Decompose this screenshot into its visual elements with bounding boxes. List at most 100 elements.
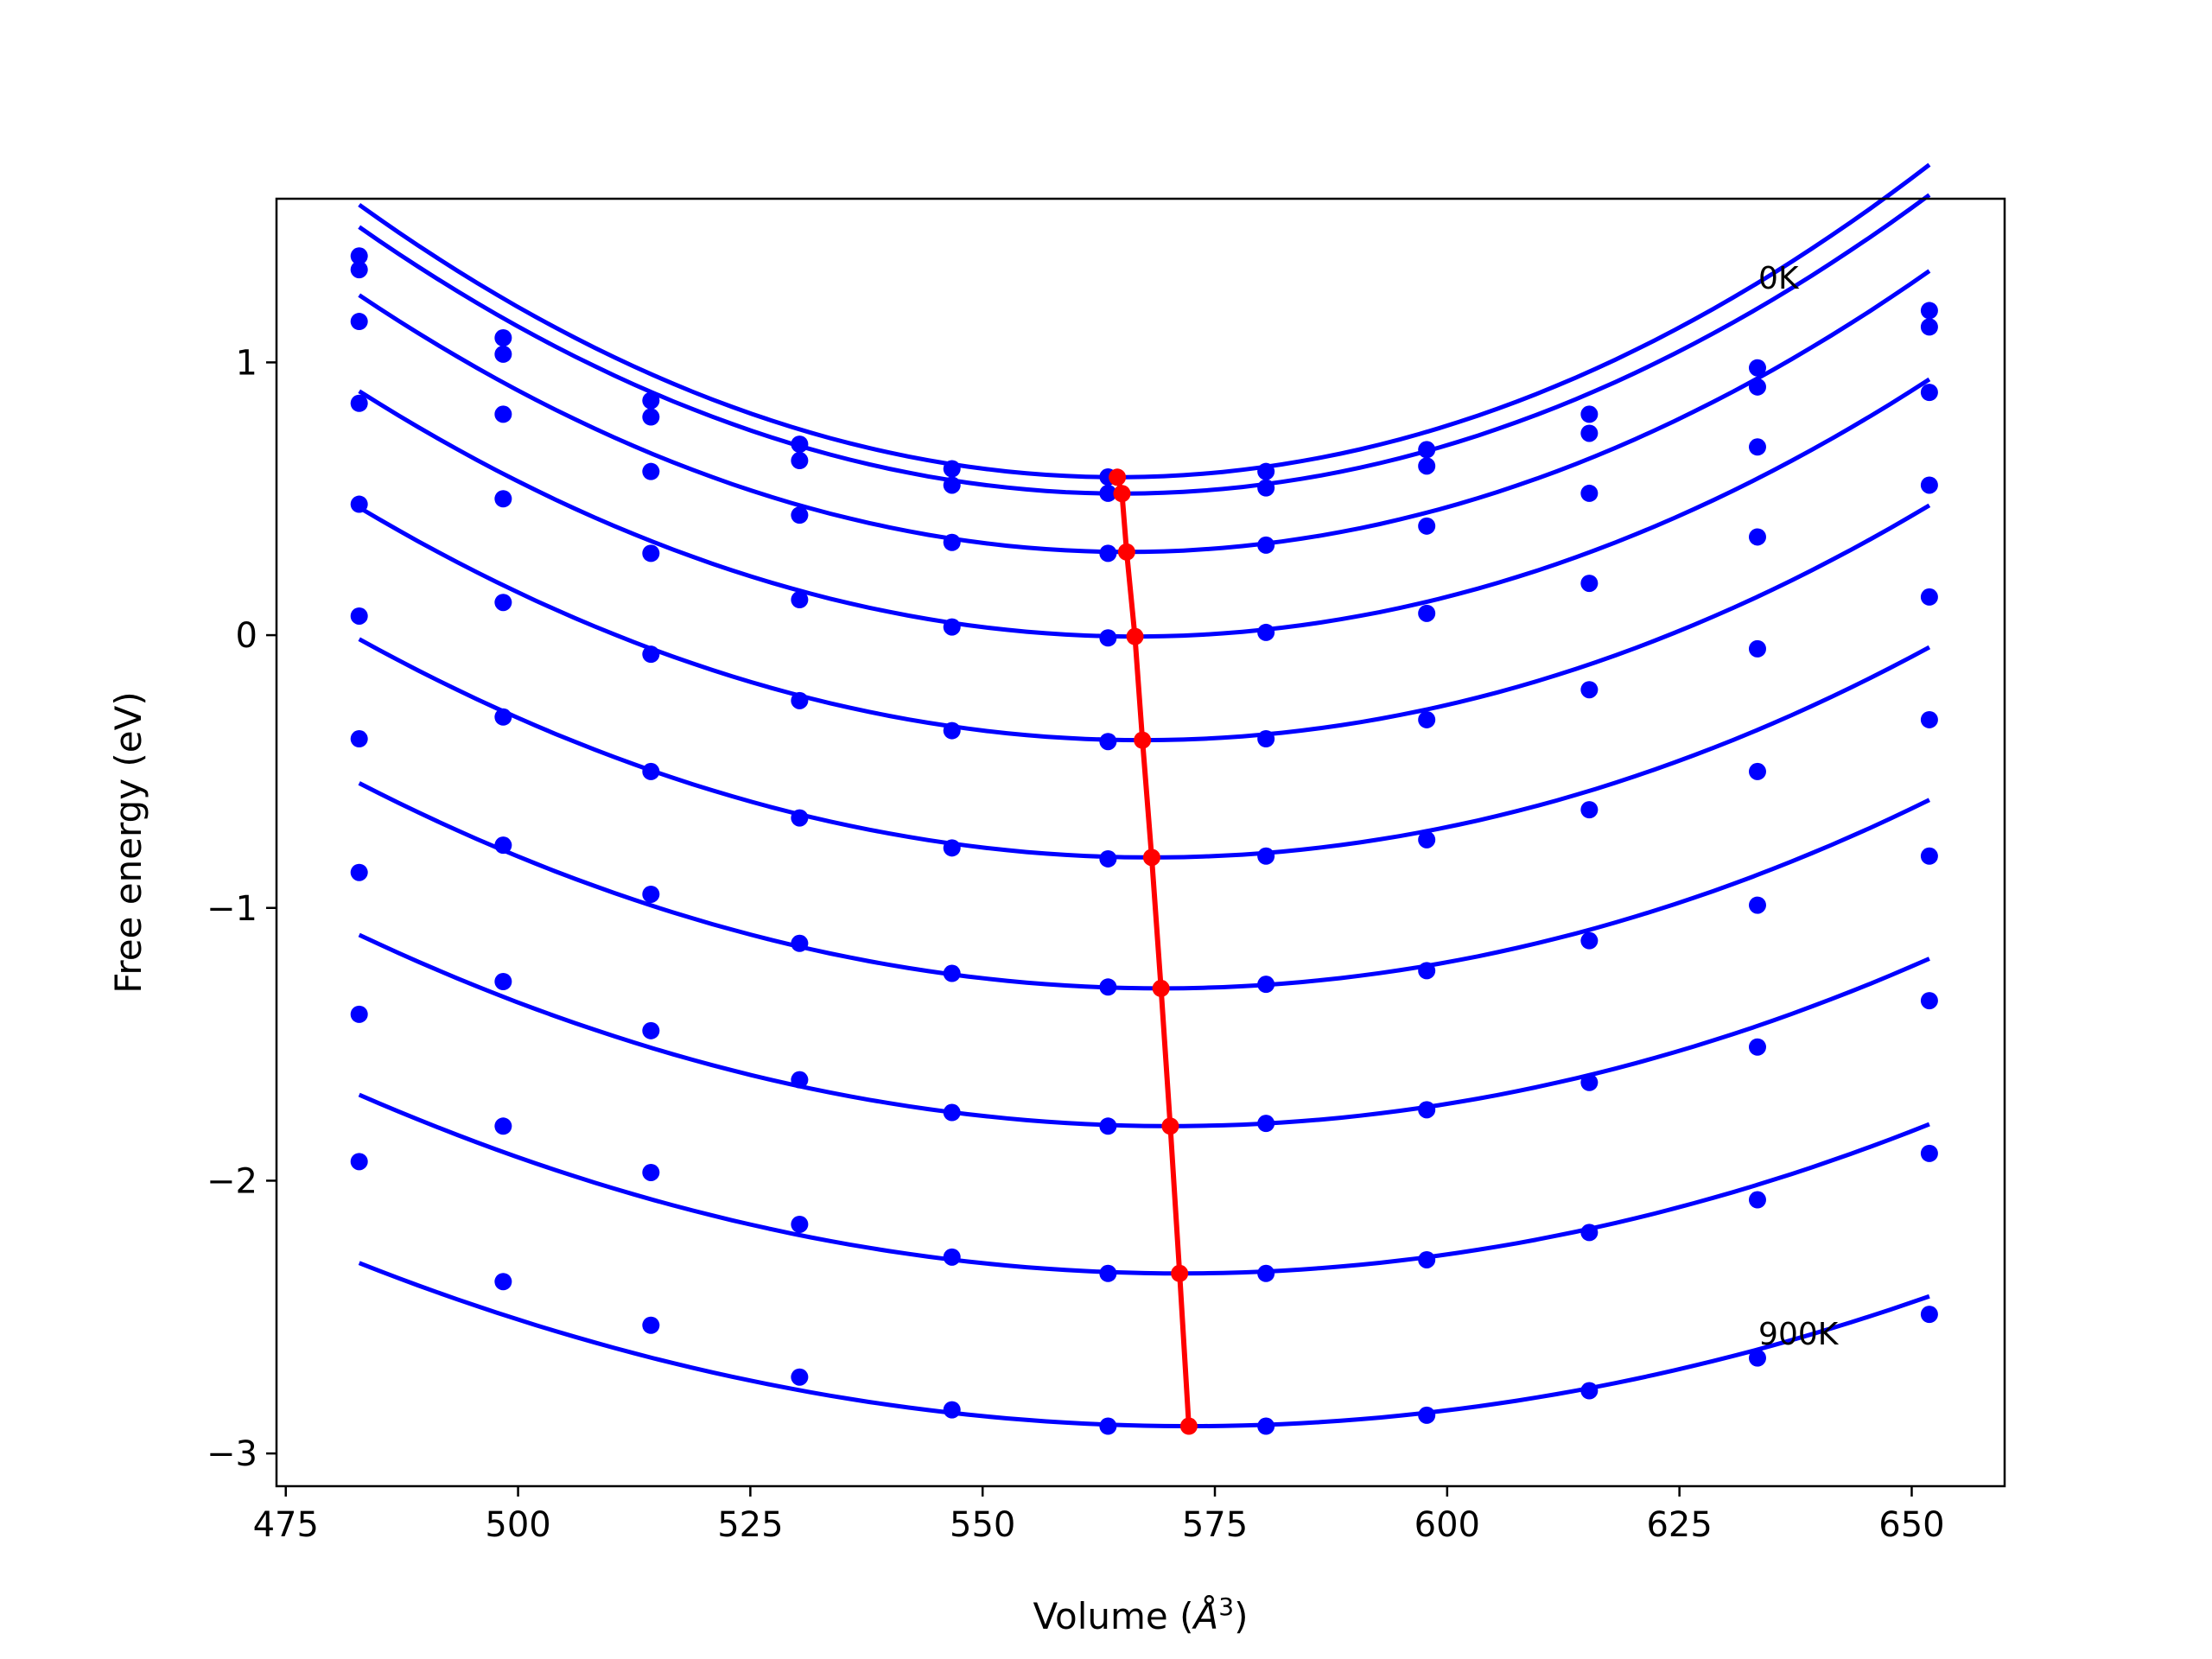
data-point: [494, 345, 512, 363]
x-axis-label: Volume (Å3): [1033, 1592, 1249, 1638]
data-point: [494, 1117, 512, 1135]
data-point: [1099, 978, 1117, 996]
data-point: [1580, 1382, 1599, 1400]
fit-curve-2: [358, 193, 1931, 496]
data-point: [1580, 424, 1599, 442]
data-point: [350, 313, 368, 331]
data-point: [1099, 629, 1117, 647]
temperature-annotation: 900K: [1758, 1317, 1840, 1352]
data-point: [943, 533, 961, 551]
data-point: [1920, 384, 1938, 402]
minimum-point: [1161, 1117, 1179, 1135]
data-point: [1418, 441, 1436, 459]
data-point: [1099, 484, 1117, 502]
data-point: [350, 607, 368, 625]
data-point: [1580, 484, 1599, 502]
data-point: [642, 885, 660, 903]
data-point: [1418, 1250, 1436, 1268]
minimum-point: [1152, 979, 1170, 997]
data-point: [791, 591, 809, 609]
fit-curve-8: [358, 932, 1930, 1128]
x-tick-label: 575: [1182, 1505, 1248, 1545]
minimum-point: [1113, 485, 1131, 503]
fit-curve-9: [358, 1092, 1930, 1276]
data-point: [494, 405, 512, 423]
data-point: [1418, 830, 1436, 849]
y-tick-label: 0: [236, 616, 257, 656]
data-point: [1748, 639, 1766, 658]
x-tick-label: 550: [950, 1505, 1015, 1545]
data-point: [943, 1103, 961, 1122]
data-point: [494, 328, 512, 346]
data-point: [494, 708, 512, 726]
data-point: [1748, 1038, 1766, 1056]
data-point: [1920, 1306, 1938, 1324]
data-point: [1580, 405, 1599, 423]
data-point: [1580, 931, 1599, 950]
data-point: [1418, 457, 1436, 475]
x-tick-label: 650: [1878, 1505, 1944, 1545]
data-point: [791, 452, 809, 470]
data-point: [1418, 962, 1436, 980]
data-point: [1099, 849, 1117, 868]
data-point: [791, 1368, 809, 1386]
data-point: [642, 1163, 660, 1181]
data-point: [350, 730, 368, 748]
data-point: [1920, 1144, 1938, 1162]
data-point: [1418, 1406, 1436, 1424]
minimum-line: [1115, 476, 1192, 1427]
plot-frame: [275, 197, 2006, 1488]
y-tick-label: −3: [207, 1434, 257, 1474]
data-point: [1099, 733, 1117, 751]
data-point: [1748, 528, 1766, 546]
annotation-layer: 0K 900K: [1758, 261, 1840, 1352]
x-tick-label: 475: [253, 1505, 319, 1545]
data-point: [1257, 730, 1275, 748]
data-point: [494, 1273, 512, 1291]
data-point: [791, 809, 809, 827]
data-point: [1257, 1264, 1275, 1282]
y-axis-label: Free energy (eV): [107, 691, 149, 994]
data-point: [943, 964, 961, 982]
data-point: [943, 1248, 961, 1266]
data-point: [1418, 517, 1436, 535]
data-layer: [350, 162, 1938, 1435]
data-point: [494, 836, 512, 855]
fit-curve-4: [358, 377, 1931, 639]
data-point: [791, 1215, 809, 1233]
minimum-point: [1126, 627, 1144, 645]
data-point: [1099, 1417, 1117, 1435]
data-point: [1920, 302, 1938, 320]
data-point: [1920, 992, 1938, 1010]
data-point: [350, 495, 368, 513]
y-tick-label: −1: [207, 889, 257, 929]
data-point: [350, 247, 368, 265]
data-point: [1257, 479, 1275, 497]
data-point: [1580, 1224, 1599, 1242]
data-point: [791, 435, 809, 454]
data-point: [1580, 575, 1599, 593]
data-point: [1580, 801, 1599, 819]
data-point: [1418, 710, 1436, 728]
data-point: [1257, 847, 1275, 865]
data-point: [791, 1071, 809, 1089]
minimum-point: [1109, 468, 1127, 486]
data-point: [1748, 762, 1766, 780]
data-point: [350, 1005, 368, 1023]
data-point: [642, 391, 660, 410]
y-tick-label: −2: [207, 1161, 257, 1201]
data-point: [1257, 536, 1275, 554]
data-point: [1257, 976, 1275, 994]
minimum-point: [1134, 731, 1152, 749]
data-point: [943, 839, 961, 857]
data-point: [494, 594, 512, 612]
minimum-point: [1171, 1264, 1189, 1282]
data-point: [943, 618, 961, 636]
data-point: [1920, 318, 1938, 336]
minimum-point: [1142, 849, 1160, 867]
data-point: [943, 721, 961, 740]
data-point: [1580, 681, 1599, 699]
data-point: [1920, 588, 1938, 606]
fit-curve-7: [358, 781, 1930, 991]
